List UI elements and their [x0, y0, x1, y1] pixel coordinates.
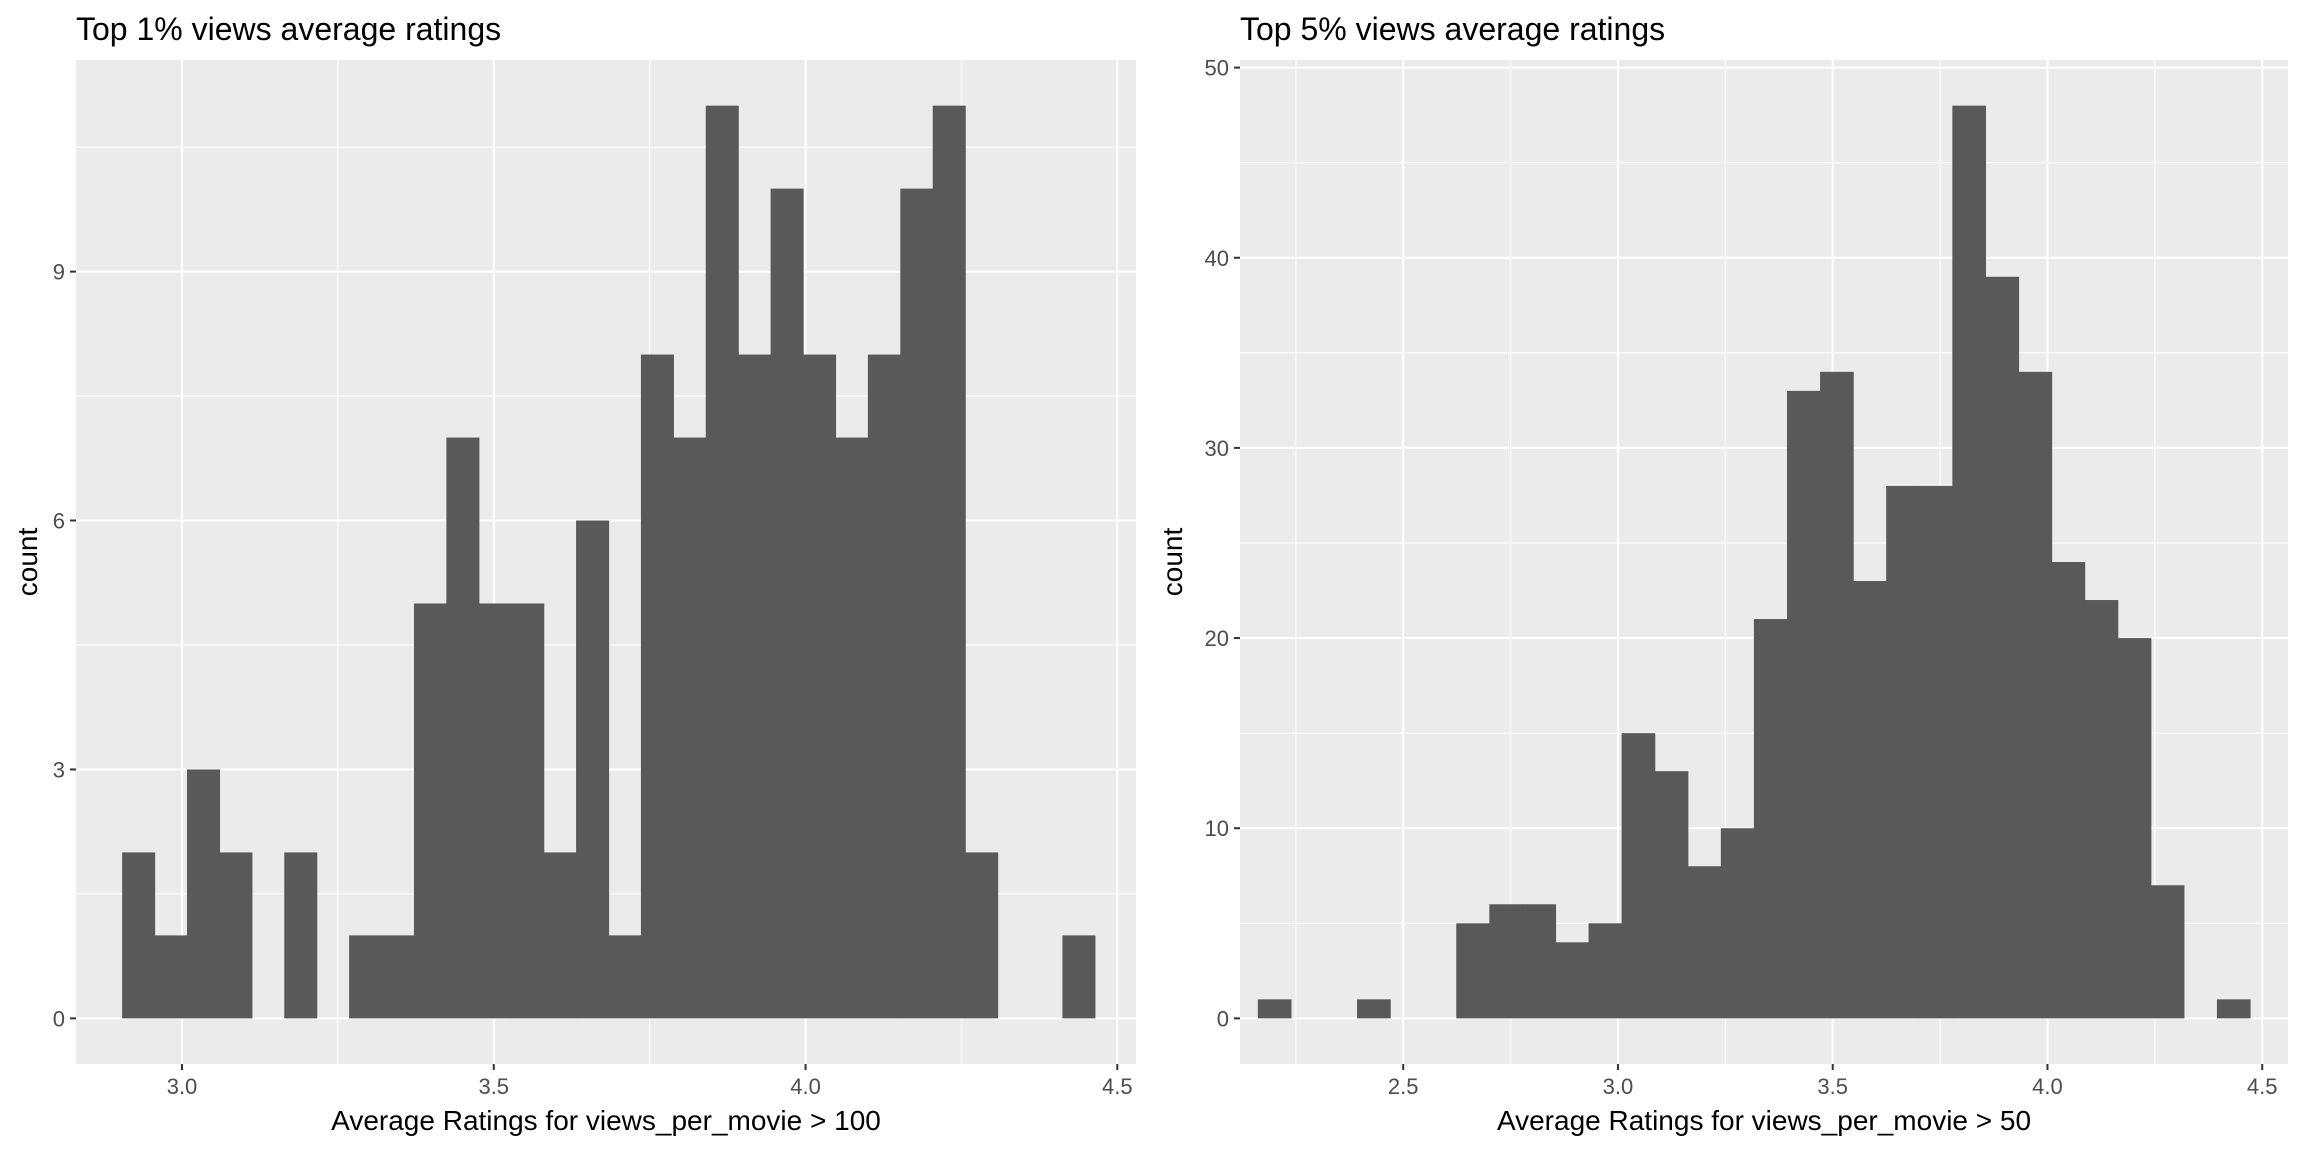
chart-title: Top 5% views average ratings: [1240, 11, 1665, 47]
histogram-bar: [511, 603, 545, 1019]
histogram-bar: [1456, 923, 1490, 1019]
histogram-bar: [122, 852, 156, 1019]
histogram-bar: [2117, 638, 2152, 1019]
histogram-bar: [1753, 619, 1788, 1019]
histogram-bars: [122, 105, 1096, 1019]
histogram-bar: [154, 935, 188, 1019]
histogram-bar: [2150, 885, 2185, 1019]
y-axis-ticks: 0 3 6 9: [53, 260, 76, 1031]
histogram-bar: [381, 935, 415, 1019]
y-tick-label: 0: [1217, 1006, 1229, 1031]
histogram-bar: [1588, 923, 1623, 1019]
histogram-panel-top-1-percent: Top 1% views average ratings 3.0 3.5 4.0 4.…: [12, 11, 1136, 1136]
x-tick-label: 4.5: [2247, 1074, 2278, 1099]
y-tick-label: 9: [53, 260, 65, 285]
histogram-chart-top-1-percent: Top 1% views average ratings 3.0 3.5 4.0 4.…: [12, 11, 1136, 1136]
histogram-bar: [1820, 371, 1854, 1019]
x-axis-ticks: 3.0 3.5 4.0 4.5: [167, 1064, 1133, 1099]
x-tick-label: 2.5: [1388, 1074, 1419, 1099]
y-tick-label: 50: [1205, 56, 1229, 81]
histogram-bar: [219, 852, 253, 1019]
y-axis-title: count: [12, 528, 43, 597]
histogram-bar: [284, 852, 318, 1019]
histogram-bar: [186, 769, 221, 1019]
histogram-bar: [1919, 485, 1953, 1019]
x-tick-label: 4.5: [1102, 1074, 1133, 1099]
histogram-bar: [543, 852, 577, 1019]
histogram-bar: [705, 105, 739, 1019]
chart-title: Top 1% views average ratings: [76, 11, 501, 47]
x-tick-label: 4.0: [790, 1074, 821, 1099]
histogram-bar: [2216, 999, 2251, 1019]
histogram-bar: [1720, 828, 1755, 1019]
y-tick-label: 0: [53, 1006, 65, 1031]
histogram-panel-top-5-percent: Top 5% views average ratings 2.5 3.0 3.5 4.…: [1152, 0, 2304, 1152]
x-tick-label: 3.0: [167, 1074, 198, 1099]
histogram-bar: [1621, 733, 1656, 1019]
histogram-bar: [1522, 904, 1557, 1019]
x-axis-ticks: 2.5 3.0 3.5 4.0 4.5: [1388, 1064, 2278, 1099]
histogram-bar: [1257, 999, 1292, 1019]
histogram-bar: [1786, 390, 1821, 1019]
histogram-bars: [1257, 105, 2251, 1019]
x-tick-label: 3.5: [1817, 1074, 1848, 1099]
histogram-bar: [867, 354, 901, 1019]
histogram-bar: [1357, 999, 1391, 1019]
y-tick-label: 40: [1205, 246, 1229, 271]
histogram-bar: [2018, 371, 2053, 1019]
histogram-bar: [1687, 866, 1722, 1019]
y-tick-label: 10: [1205, 816, 1229, 841]
histogram-bar: [576, 520, 610, 1019]
x-tick-label: 3.0: [1603, 1074, 1634, 1099]
histogram-bar: [835, 437, 869, 1019]
x-tick-label: 4.0: [2032, 1074, 2063, 1099]
y-tick-label: 6: [53, 509, 65, 534]
histogram-bar: [1489, 904, 1524, 1019]
histogram-bar: [349, 935, 383, 1019]
histogram-bar: [1952, 105, 1987, 1019]
histogram-bar: [965, 852, 999, 1019]
histogram-bar: [673, 437, 707, 1019]
histogram-bar: [1985, 276, 2020, 1019]
histogram-bar: [446, 437, 480, 1019]
histogram-bar: [1555, 942, 1590, 1019]
x-axis-title: Average Ratings for views_per_movie > 10…: [331, 1105, 881, 1136]
histogram-bar: [1654, 771, 1689, 1019]
histogram-bar: [803, 354, 837, 1019]
x-axis-title: Average Ratings for views_per_movie > 50: [1497, 1105, 2031, 1136]
histogram-bar: [478, 603, 512, 1019]
histogram-bar: [770, 188, 804, 1019]
y-tick-label: 30: [1205, 436, 1229, 461]
histogram-bar: [608, 935, 642, 1019]
histogram-bar: [1886, 485, 1920, 1019]
histogram-bar: [640, 354, 674, 1019]
histogram-bar: [2051, 562, 2086, 1019]
histogram-bar: [413, 603, 447, 1019]
y-tick-label: 20: [1205, 626, 1229, 651]
histogram-bar: [2084, 600, 2119, 1019]
histogram-chart-top-5-percent: Top 5% views average ratings 2.5 3.0 3.5 4.…: [1157, 11, 2288, 1136]
histogram-bar: [1853, 581, 1887, 1019]
y-tick-label: 3: [53, 757, 65, 782]
histogram-bar: [1062, 935, 1096, 1019]
x-tick-label: 3.5: [478, 1074, 509, 1099]
histogram-bar: [738, 354, 772, 1019]
y-axis-ticks: 0 10 20 30 40 50: [1205, 56, 1240, 1031]
y-axis-title: count: [1157, 528, 1188, 597]
histogram-bar: [900, 188, 934, 1019]
histogram-bar: [932, 105, 966, 1019]
